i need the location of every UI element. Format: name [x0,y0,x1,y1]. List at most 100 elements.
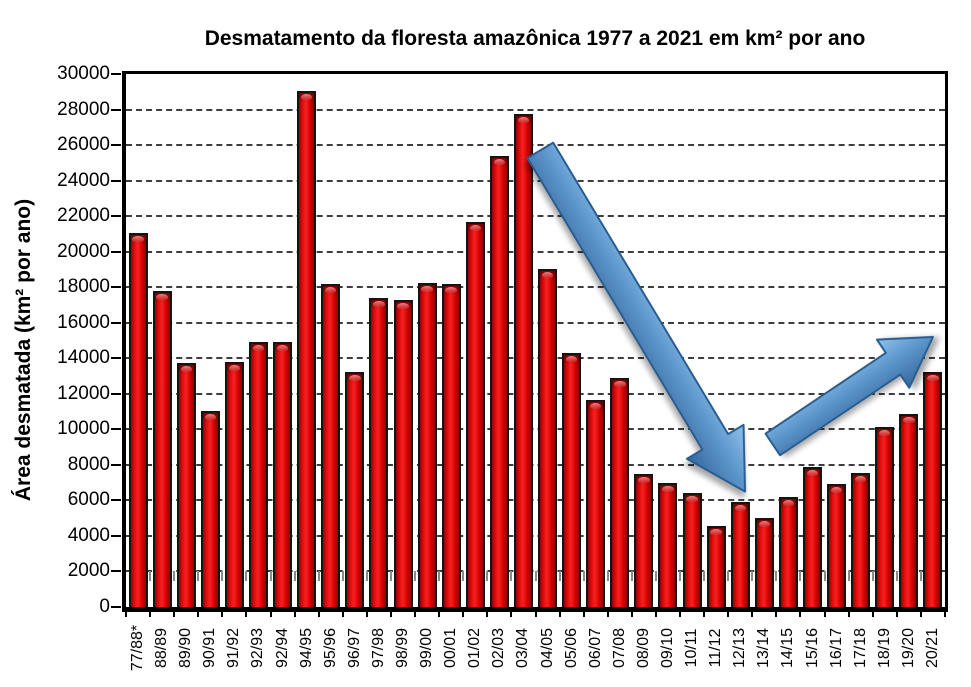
y-tick-mark [111,428,121,431]
gridline [126,250,945,253]
plot-inner [126,74,945,607]
x-tick-label: 95/96 [321,627,339,669]
x-axis-tick [944,612,946,617]
bar [899,414,919,607]
x-tick-label: 13/14 [755,627,773,669]
y-tick-mark [111,215,121,218]
bar [562,353,582,607]
category-boundary-tick [317,571,320,581]
x-tick-label: 11/12 [707,628,725,668]
bar [538,269,558,607]
y-axis-title: Área desmatada (km² por ano) [12,198,35,502]
x-tick-label: 00/01 [442,627,460,669]
bar [297,91,317,607]
x-tick-label: 06/07 [586,627,604,669]
y-tick-label: 22000 [57,205,110,227]
category-boundary-tick [269,571,272,581]
x-axis-tick [293,612,296,617]
bar [152,291,172,607]
category-boundary-tick [582,571,585,581]
category-boundary-tick [654,571,657,581]
category-boundary-tick [919,571,922,581]
category-boundary-tick [751,571,754,581]
bar [176,363,196,607]
bar [610,378,630,607]
y-tick-mark [111,606,121,608]
bar [465,222,485,607]
bar [248,342,268,607]
bar [273,342,293,607]
bar [417,283,437,607]
gridline [126,321,945,324]
category-boundary-tick [389,571,392,581]
category-boundary-tick [534,571,537,581]
bar [586,400,606,607]
y-tick-mark [111,73,121,75]
x-tick-label: 03/04 [514,627,532,669]
x-tick-label: 12/13 [731,627,749,669]
category-boundary-tick [293,571,296,581]
y-tick-label: 12000 [57,382,110,404]
y-tick-label: 14000 [57,347,110,369]
category-boundary-tick [414,571,417,581]
gridline [126,534,945,537]
gridline [126,286,945,289]
x-axis-tick [606,612,609,617]
category-boundary-tick [895,571,898,581]
bar [393,300,413,607]
x-tick-label: 77/88* [129,624,147,672]
bar [730,502,750,607]
category-boundary-tick [197,571,200,581]
y-tick-label: 20000 [57,240,110,262]
x-axis-tick [149,612,152,617]
gridline [126,215,945,218]
y-tick-mark [111,392,121,395]
x-tick-label: 94/95 [297,627,315,669]
x-tick-label: 92/93 [249,627,267,669]
bar [875,427,895,607]
chart-title: Desmatamento da floresta amazônica 1977 … [204,27,866,50]
x-axis-tick [847,612,850,617]
bar [489,156,509,607]
x-tick-label: 05/06 [562,627,580,669]
x-tick-label: 02/03 [490,627,508,669]
x-axis-tick [317,612,320,617]
bar [369,298,389,607]
y-tick-label: 0 [99,596,110,617]
category-boundary-tick [365,571,368,581]
category-boundary-tick [871,571,874,581]
x-axis-tick [125,612,127,617]
y-tick-label: 4000 [67,524,110,546]
category-boundary-tick [245,571,248,581]
y-tick-mark [111,534,121,537]
x-axis-tick [919,612,922,617]
category-boundary-tick [847,571,850,581]
y-tick-label: 8000 [67,453,110,475]
category-boundary-tick [799,571,802,581]
bar [682,493,702,607]
x-axis-tick [534,612,537,617]
x-axis-tick [510,612,513,617]
y-tick-label: 6000 [67,489,110,511]
y-tick-mark [111,570,121,573]
x-tick-label: 17/18 [851,627,869,669]
x-tick-label: 88/89 [153,627,171,669]
bar [634,474,654,607]
x-tick-label: 07/08 [610,627,628,669]
x-axis-tick [438,612,441,617]
x-axis-tick [269,612,272,617]
category-boundary-tick [630,571,633,581]
y-tick-label: 2000 [67,560,110,582]
x-axis-tick [245,612,248,617]
x-axis-tick [630,612,633,617]
category-boundary-tick [173,571,176,581]
x-axis-tick [751,612,754,617]
category-boundary-tick [703,571,706,581]
x-axis-tick [173,612,176,617]
y-tick-mark [111,499,121,502]
x-axis-tick [197,612,200,617]
gridline [126,108,945,111]
gridline [126,179,945,182]
y-tick-mark [111,108,121,111]
